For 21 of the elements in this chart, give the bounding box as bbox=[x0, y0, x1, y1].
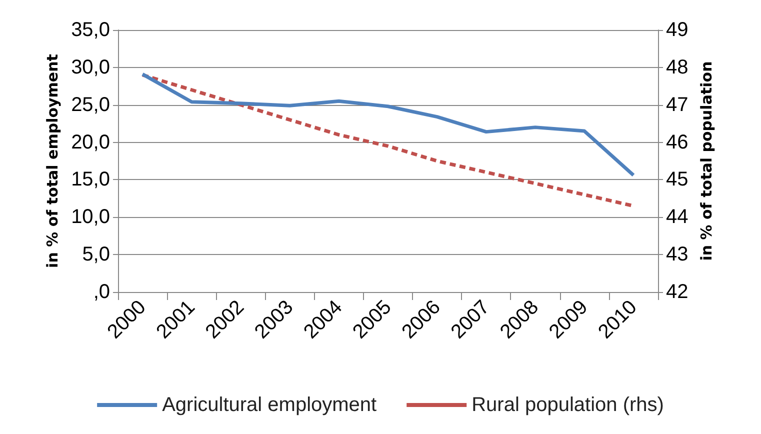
y-tick-label: 10,0 bbox=[71, 206, 110, 228]
y2-tick-label: 47 bbox=[666, 94, 688, 116]
y-tick-label: 25,0 bbox=[71, 94, 110, 116]
y2-tick-label: 49 bbox=[666, 19, 688, 41]
y-tick-label: 15,0 bbox=[71, 168, 110, 191]
legend-label: Rural population (rhs) bbox=[472, 394, 664, 416]
y2-axis-title: in % of total population bbox=[698, 61, 716, 261]
y2-tick-label: 48 bbox=[666, 56, 688, 78]
line-series bbox=[140, 72, 636, 177]
y2-tick-label: 44 bbox=[666, 206, 688, 228]
legend-label: Agricultural employment bbox=[162, 394, 378, 416]
y2-tick-label: 42 bbox=[666, 281, 688, 303]
y2-tick-label: 43 bbox=[666, 244, 688, 266]
y-tick-label: 20,0 bbox=[71, 131, 110, 154]
y-tick-label: 5,0 bbox=[82, 244, 110, 266]
y-tick-label: ,0 bbox=[93, 281, 110, 303]
y-tick-label: 30,0 bbox=[71, 56, 110, 78]
y2-tick-label: 46 bbox=[666, 131, 688, 154]
y-tick-label: 35,0 bbox=[71, 19, 110, 41]
y2-tick-label: 45 bbox=[666, 168, 688, 191]
y-axis-title: in % of total employment bbox=[44, 54, 62, 268]
